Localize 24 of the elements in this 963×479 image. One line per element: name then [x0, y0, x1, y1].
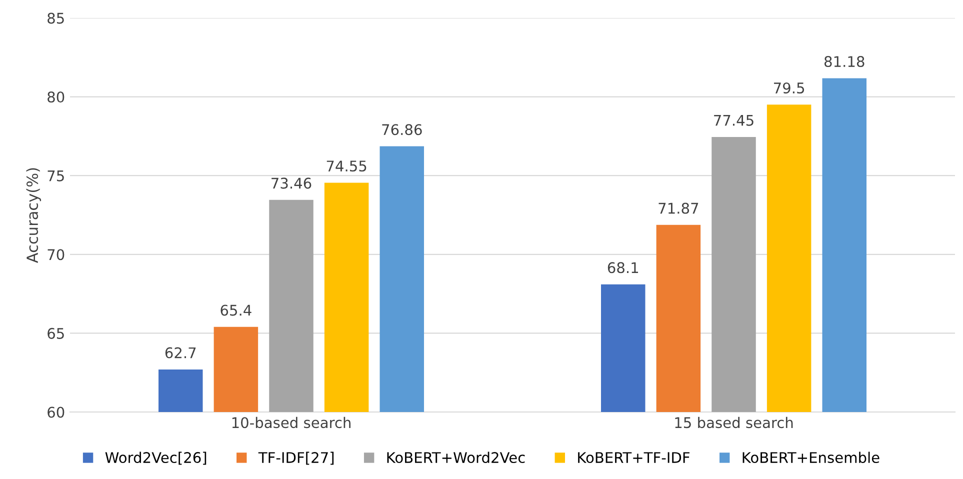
y-tick-label: 80 [48, 92, 64, 103]
x-tick-label: 15 based search [675, 416, 793, 428]
y-tick-label: 60 [48, 406, 64, 418]
data-label: 68.1 [608, 262, 638, 274]
y-tick-label: 65 [48, 328, 64, 339]
data-label: 79.5 [774, 82, 804, 94]
legend-label: Word2Vec[26] [105, 452, 206, 465]
y-tick-label: 75 [48, 170, 64, 182]
legend-label: TF-IDF[27] [258, 452, 334, 465]
data-label: 71.87 [658, 202, 698, 214]
data-label: 73.46 [272, 178, 312, 189]
y-axis-title: Accuracy(%) [26, 168, 42, 263]
legend-label: KoBERT+Ensemble [742, 452, 880, 464]
legend-label: KoBERT+TF-IDF [578, 452, 690, 464]
data-label: 62.7 [165, 347, 196, 358]
data-label: 77.45 [714, 114, 754, 126]
data-label: 74.55 [326, 160, 366, 172]
x-tick-label: 10-based search [232, 416, 350, 428]
data-label: 65.4 [220, 304, 252, 316]
legend-label: KoBERT+Word2Vec [387, 452, 525, 464]
y-tick-label: 85 [48, 12, 64, 24]
data-label: 76.86 [382, 124, 422, 136]
y-tick-label: 70 [48, 249, 64, 260]
data-label: 81.18 [824, 56, 864, 68]
